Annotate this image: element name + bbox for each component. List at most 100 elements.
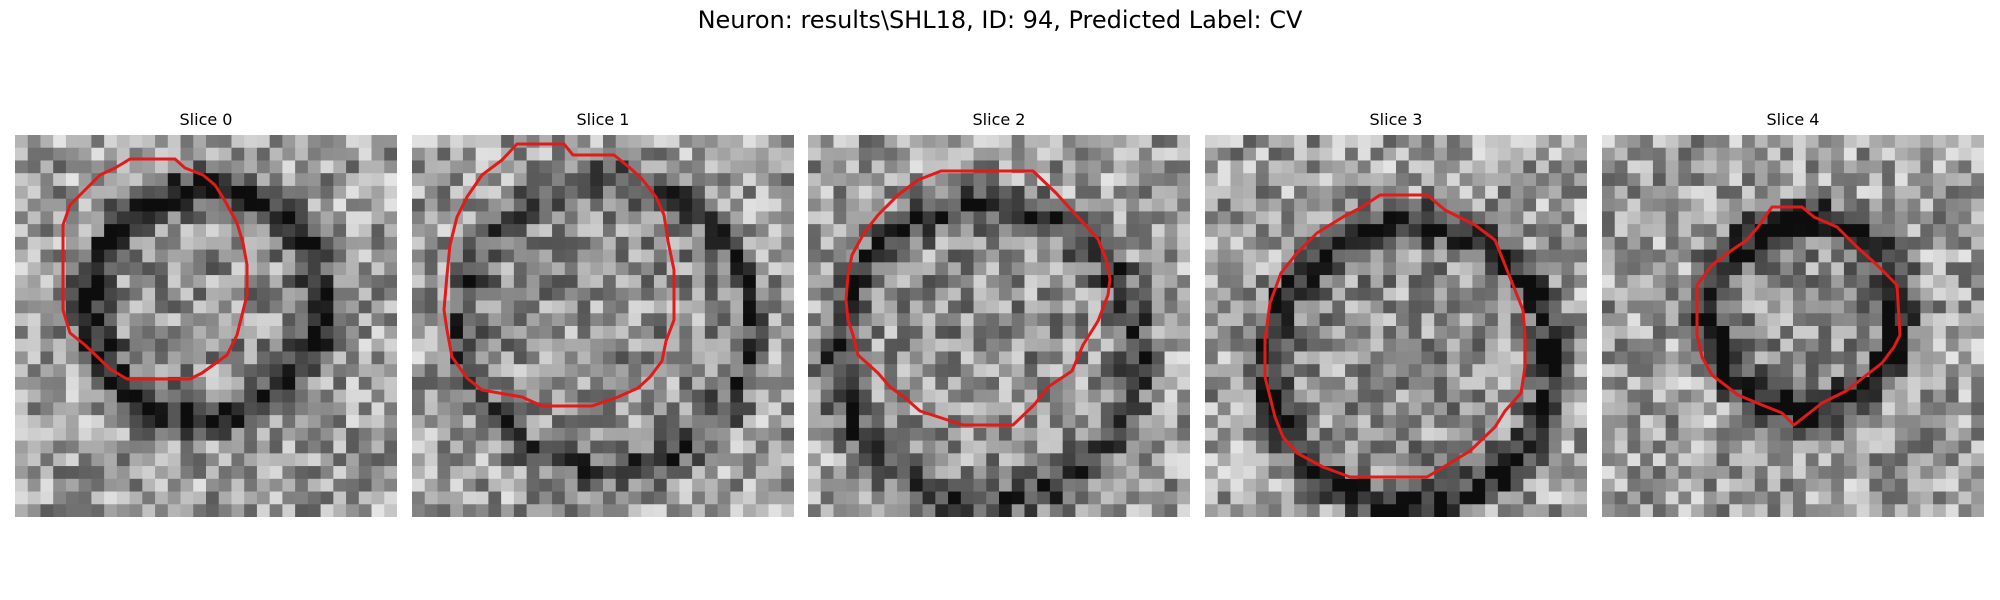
image-pixel	[526, 326, 540, 340]
image-pixel	[628, 466, 642, 480]
image-pixel	[104, 224, 118, 238]
image-pixel	[1831, 376, 1845, 391]
image-pixel	[603, 236, 617, 250]
image-pixel	[358, 466, 372, 480]
image-pixel	[15, 440, 29, 454]
image-pixel	[577, 376, 591, 391]
image-pixel	[1281, 326, 1295, 340]
image-pixel	[1217, 466, 1231, 480]
image-pixel	[1602, 402, 1616, 416]
image-pixel	[462, 160, 477, 174]
image-pixel	[320, 415, 334, 429]
image-pixel	[692, 415, 706, 429]
image-pixel	[552, 338, 566, 352]
image-pixel	[1281, 338, 1295, 352]
image-pixel	[1716, 338, 1730, 352]
image-pixel	[1742, 453, 1756, 467]
image-pixel	[704, 198, 718, 212]
image-pixel	[1793, 173, 1807, 187]
image-pixel	[1780, 504, 1794, 517]
image-pixel	[526, 351, 540, 365]
image-pixel	[437, 415, 451, 429]
image-pixel	[1459, 224, 1473, 238]
image-pixel	[1217, 147, 1231, 161]
image-pixel	[1652, 198, 1667, 212]
image-pixel	[1434, 504, 1448, 517]
image-pixel	[973, 364, 987, 378]
image-pixel	[371, 300, 385, 314]
image-pixel	[1383, 326, 1397, 340]
image-pixel	[615, 453, 629, 467]
image-pixel	[1205, 160, 1219, 174]
image-pixel	[743, 427, 757, 441]
image-pixel	[1319, 211, 1333, 225]
image-pixel	[116, 440, 130, 454]
image-pixel	[27, 504, 41, 517]
image-pixel	[1294, 275, 1308, 289]
image-pixel	[142, 453, 156, 467]
image-pixel	[1011, 402, 1025, 416]
image-pixel	[231, 160, 245, 174]
image-pixel	[960, 466, 974, 480]
image-pixel	[704, 147, 718, 161]
image-pixel	[333, 198, 347, 212]
image-pixel	[346, 147, 360, 161]
image-pixel	[1037, 326, 1051, 340]
image-pixel	[1217, 198, 1231, 212]
image-pixel	[1100, 415, 1114, 429]
image-pixel	[1742, 504, 1756, 517]
image-pixel	[65, 249, 80, 263]
image-pixel	[730, 236, 744, 250]
image-pixel	[1869, 466, 1883, 480]
image-pixel	[897, 453, 911, 467]
image-pixel	[1716, 185, 1730, 200]
image-pixel	[437, 491, 451, 505]
image-pixel	[371, 185, 385, 200]
image-pixel	[628, 389, 642, 403]
image-pixel	[1037, 236, 1051, 250]
image-pixel	[1793, 185, 1807, 200]
image-pixel	[1754, 326, 1768, 340]
image-pixel	[1126, 351, 1140, 365]
image-pixel	[1100, 402, 1114, 416]
image-pixel	[1037, 402, 1051, 416]
image-pixel	[244, 185, 258, 200]
image-pixel	[999, 147, 1013, 161]
image-pixel	[1177, 440, 1190, 454]
image-pixel	[1151, 440, 1165, 454]
image-pixel	[1434, 300, 1448, 314]
image-pixel	[206, 173, 220, 187]
image-pixel	[295, 147, 309, 161]
image-pixel	[1818, 147, 1832, 161]
image-pixel	[973, 135, 987, 149]
image-pixel	[1126, 173, 1140, 187]
image-pixel	[1345, 389, 1359, 403]
image-pixel	[1945, 262, 1959, 276]
image-pixel	[1243, 440, 1257, 454]
image-pixel	[973, 326, 987, 340]
image-pixel	[1306, 351, 1320, 365]
image-pixel	[1205, 466, 1219, 480]
image-pixel	[1332, 287, 1346, 301]
image-pixel	[513, 313, 527, 327]
image-pixel	[412, 376, 426, 391]
image-pixel	[653, 275, 668, 289]
image-pixel	[730, 224, 744, 238]
image-pixel	[1281, 415, 1295, 429]
image-pixel	[1205, 224, 1219, 238]
image-pixel	[104, 300, 118, 314]
image-pixel	[15, 135, 29, 149]
image-pixel	[1640, 504, 1654, 517]
image-pixel	[577, 466, 591, 480]
image-pixel	[1665, 211, 1679, 225]
image-pixel	[320, 160, 334, 174]
image-pixel	[1793, 466, 1807, 480]
image-pixel	[53, 313, 67, 327]
image-pixel	[437, 376, 451, 391]
image-pixel	[730, 389, 744, 403]
image-pixel	[577, 313, 591, 327]
image-pixel	[1920, 415, 1934, 429]
image-pixel	[922, 338, 936, 352]
image-pixel	[104, 147, 118, 161]
image-pixel	[1024, 376, 1038, 391]
